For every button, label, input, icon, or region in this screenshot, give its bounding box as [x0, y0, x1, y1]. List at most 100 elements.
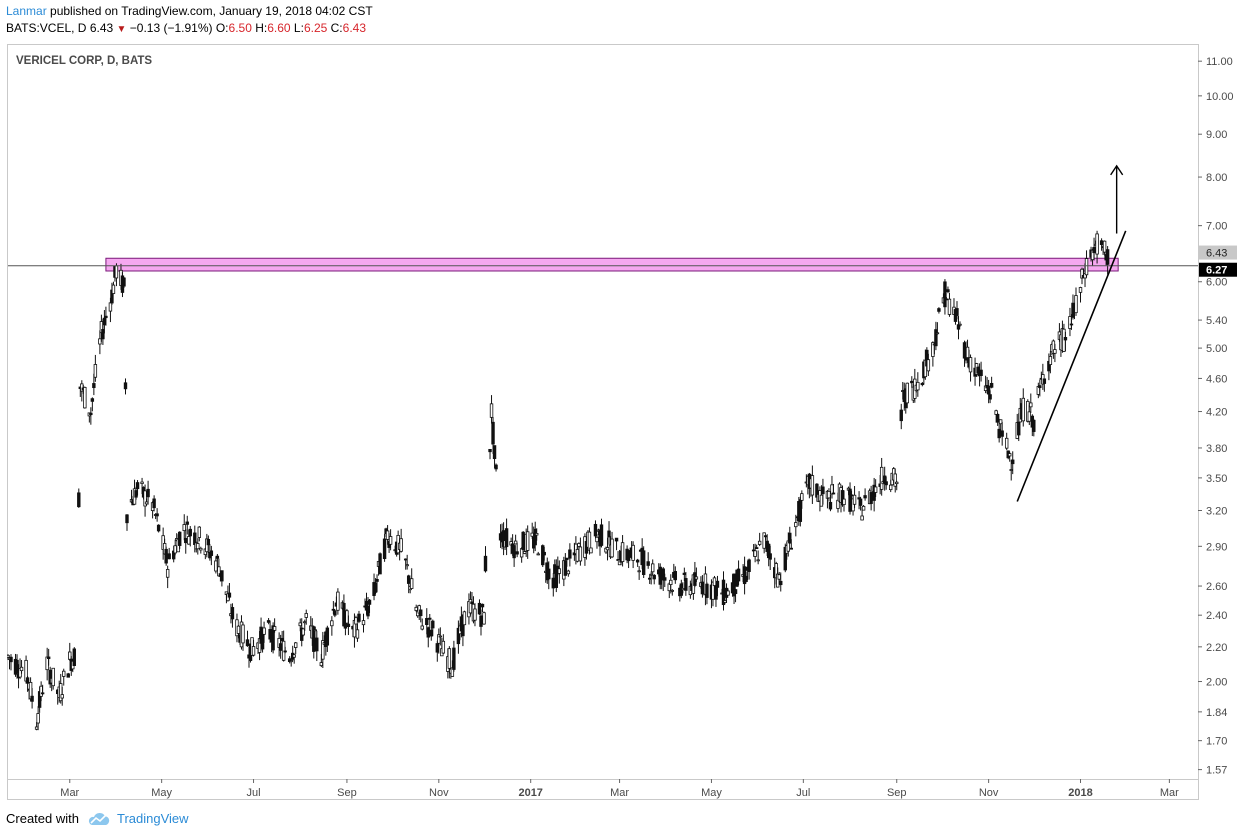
candle-body — [89, 412, 93, 416]
candle-body — [1068, 316, 1072, 329]
candle — [995, 412, 1000, 426]
candle-body — [452, 647, 456, 670]
candle-body — [230, 607, 235, 620]
candle-body — [104, 315, 108, 319]
candle — [641, 546, 646, 579]
candle-body — [206, 538, 211, 546]
candle — [884, 476, 888, 490]
candle-body — [934, 329, 938, 347]
y-tick-label: 2.20 — [1206, 642, 1227, 654]
candle-body — [90, 398, 95, 402]
candle-body — [1084, 258, 1089, 276]
candle — [988, 390, 992, 404]
candle-body — [504, 528, 509, 548]
candle-body — [336, 591, 340, 611]
candle-body — [958, 323, 962, 326]
candle — [513, 534, 518, 545]
candle-body — [522, 551, 527, 554]
candle-body — [732, 573, 736, 597]
candle — [861, 504, 866, 511]
candle-body — [447, 648, 452, 669]
candle — [536, 551, 540, 556]
candle-body — [357, 613, 361, 622]
candle-body — [988, 394, 992, 400]
candle — [1038, 379, 1042, 397]
candle — [947, 292, 952, 317]
candle-body — [185, 521, 189, 525]
tradingview-cloud-icon[interactable] — [87, 812, 111, 826]
y-tick-label: 3.20 — [1206, 505, 1227, 517]
candle-body — [1029, 402, 1033, 408]
candle-body — [482, 612, 486, 625]
footer-brand-link[interactable]: TradingView — [116, 811, 189, 826]
candle-body — [605, 547, 610, 551]
candle-body — [304, 613, 308, 618]
candle-body — [479, 615, 483, 627]
candle-body — [46, 656, 51, 660]
candle — [1099, 238, 1104, 251]
candle — [227, 583, 232, 600]
candle — [489, 395, 494, 424]
candle-body — [468, 599, 473, 614]
up-arrow-head — [1110, 164, 1124, 176]
candle — [1027, 405, 1031, 426]
candle — [694, 567, 699, 583]
candle-body — [800, 493, 804, 501]
candle-body — [589, 547, 593, 554]
candle-body — [994, 410, 998, 415]
candle-body — [15, 659, 19, 674]
candle — [251, 639, 256, 657]
candle-body — [935, 332, 940, 335]
candle — [1036, 382, 1041, 399]
candle-body — [635, 559, 640, 563]
candle-body — [525, 531, 530, 551]
candle-body — [301, 628, 305, 636]
candle-body — [756, 559, 760, 562]
chart-frame[interactable]: 11.00 10.00 9.00 8.00 7.00 6.00 5.40 5.00 4.60 4.… — [6, 44, 1239, 800]
y-tick-label: 7.00 — [1206, 221, 1227, 233]
candle — [480, 603, 485, 613]
close-label: C: — [330, 21, 343, 35]
candle — [530, 522, 534, 539]
candle-body — [144, 501, 149, 505]
candle-body — [651, 563, 655, 573]
candle — [869, 485, 873, 511]
x-tick-label: Nov — [979, 787, 999, 799]
candle-body — [1048, 356, 1053, 365]
candle — [452, 640, 456, 672]
candle-body — [965, 346, 970, 359]
candle-body — [753, 550, 757, 557]
candle-body — [313, 629, 317, 632]
candle-body — [747, 559, 751, 572]
candle — [693, 561, 697, 588]
candle-body — [684, 578, 688, 591]
candle-body — [798, 499, 803, 522]
candle-body — [184, 537, 188, 544]
candle — [599, 518, 604, 548]
candle-body — [214, 560, 218, 572]
close-value: 6.43 — [342, 21, 366, 35]
candle-body — [658, 566, 662, 585]
candle — [525, 525, 530, 559]
candle-body — [199, 547, 203, 551]
candle-body — [858, 498, 863, 506]
candle-body — [893, 473, 897, 487]
price-chart[interactable]: 11.00 10.00 9.00 8.00 7.00 6.00 5.40 5.00 4.60 4.… — [6, 44, 1239, 800]
candle — [1092, 237, 1096, 261]
open-label: O: — [215, 21, 229, 35]
candle — [48, 666, 52, 688]
candle — [535, 528, 539, 541]
candle — [45, 647, 49, 681]
open-value: 6.50 — [228, 21, 252, 35]
candle-body — [614, 537, 619, 542]
candle-body — [821, 486, 825, 495]
candle-body — [1032, 419, 1036, 432]
candle — [156, 524, 161, 533]
x-tick-label: Jul — [247, 787, 261, 799]
author-link[interactable]: Lanmar — [6, 4, 47, 18]
candle-body — [1071, 302, 1075, 318]
candle — [152, 495, 156, 512]
candle-body — [1074, 295, 1078, 314]
candle — [1008, 451, 1012, 462]
candle-body — [889, 484, 893, 491]
